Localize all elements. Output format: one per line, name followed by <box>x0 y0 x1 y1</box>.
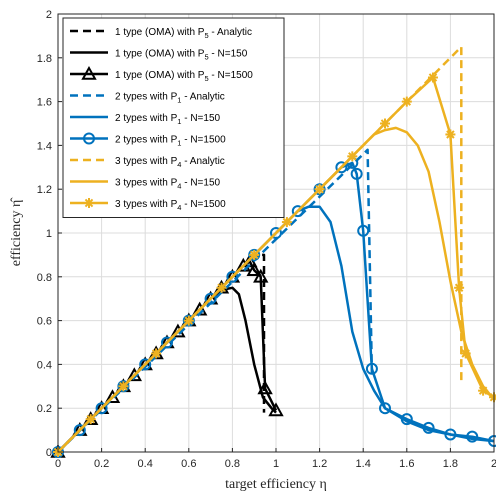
legend-entry: 1 type (OMA) with P5 - N=1500 <box>70 65 253 83</box>
legend-entry: 3 types with P4 - N=150 <box>70 178 221 191</box>
legend-entry: 3 types with P4 - N=1500 <box>70 198 226 212</box>
legend-label: 2 types with P1 - N=1500 <box>115 135 226 148</box>
data-point-marker <box>235 257 251 272</box>
data-point-marker <box>427 72 438 83</box>
legend-label: 2 types with P1 - N=150 <box>115 113 221 126</box>
data-point-marker <box>401 96 412 107</box>
data-point-marker <box>314 184 325 195</box>
data-point-marker <box>139 358 152 371</box>
y-tick-label: 0.4 <box>37 359 52 371</box>
data-point-marker <box>350 167 363 180</box>
legend-label: 2 types with P1 - Analytic <box>115 92 225 105</box>
data-point-marker <box>281 217 292 228</box>
data-point-marker <box>365 362 378 375</box>
y-tick-label: 1.8 <box>37 53 52 65</box>
data-point-marker <box>454 282 465 293</box>
data-point-marker <box>335 161 348 174</box>
data-point-marker <box>460 348 471 359</box>
data-point-marker <box>183 315 194 326</box>
series-4 <box>57 148 374 453</box>
x-tick-label: 1 <box>273 458 279 470</box>
data-point-marker <box>246 262 262 277</box>
legend-marker-sample <box>83 132 95 145</box>
y-axis-label: efficiency η̂ <box>9 197 24 267</box>
data-point-marker <box>204 292 217 305</box>
x-tick-label: 0.2 <box>94 458 109 470</box>
data-point-marker <box>347 151 358 162</box>
data-point-marker <box>445 129 456 140</box>
legend-entry: 1 type (OMA) with P5 - Analytic <box>70 27 252 40</box>
y-tick-label: 0.8 <box>37 272 52 284</box>
series-line <box>57 76 495 453</box>
data-point-marker <box>216 282 227 293</box>
legend-label: 1 type (OMA) with P5 - Analytic <box>115 27 252 40</box>
y-tick-label: 0 <box>46 447 52 459</box>
legend-entry: 1 type (OMA) with P5 - N=150 <box>70 49 248 62</box>
data-point-marker <box>226 270 239 283</box>
y-tick-label: 1 <box>46 228 52 240</box>
x-tick-label: 2 <box>491 458 496 470</box>
legend-label: 1 type (OMA) with P5 - N=1500 <box>115 70 253 83</box>
legend-label: 1 type (OMA) with P5 - N=150 <box>115 49 248 62</box>
legend-label: 3 types with P4 - N=1500 <box>115 199 226 212</box>
data-point-marker <box>400 413 413 426</box>
x-tick-label: 0.8 <box>225 458 240 470</box>
y-tick-labels: 0 0.2 0.4 0.6 0.8 1 1.2 1.4 1.6 1.8 2 <box>37 9 52 459</box>
y-tick-label: 0.2 <box>37 403 52 415</box>
y-tick-label: 2 <box>46 9 52 21</box>
data-point-marker <box>151 348 162 359</box>
x-tick-labels: 0 0.2 0.4 0.6 0.8 1 1.2 1.4 1.6 1.8 2 <box>55 458 496 470</box>
data-point-marker <box>161 336 173 349</box>
y-tick-label: 1.2 <box>37 184 52 196</box>
data-point-marker <box>73 424 86 437</box>
x-tick-label: 0.6 <box>181 458 196 470</box>
data-point-marker <box>270 227 282 239</box>
y-tick-label: 1.6 <box>37 97 52 109</box>
legend-entry: 2 types with P1 - Analytic <box>70 92 225 105</box>
y-tick-label: 0.6 <box>37 316 52 328</box>
x-tick-label: 1.4 <box>356 458 371 470</box>
legend-marker-sample <box>84 198 94 208</box>
legend-label: 3 types with P4 - Analytic <box>115 156 225 169</box>
plot-frame <box>57 13 495 453</box>
data-point-marker <box>379 402 391 415</box>
data-point-marker <box>478 385 489 396</box>
x-tick-label: 0 <box>55 458 61 470</box>
legend-entry: 2 types with P1 - N=1500 <box>70 132 226 148</box>
data-point-marker <box>249 249 260 260</box>
x-tick-label: 0.4 <box>138 458 153 470</box>
data-point-marker <box>444 428 457 441</box>
x-tick-label: 1.8 <box>443 458 458 470</box>
data-point-marker <box>422 421 435 434</box>
data-point-marker <box>257 380 273 395</box>
legend-marker-sample <box>81 65 97 80</box>
data-point-marker <box>95 402 108 415</box>
data-point-marker <box>268 402 284 417</box>
data-point-marker <box>466 430 479 443</box>
data-point-marker <box>85 414 96 425</box>
data-point-marker <box>118 381 129 392</box>
legend-label: 3 types with P4 - N=150 <box>115 178 221 191</box>
series-line <box>57 148 374 453</box>
y-tick-label: 1.4 <box>37 140 52 152</box>
data-point-marker <box>291 205 304 218</box>
legend-entry: 2 types with P1 - N=150 <box>70 113 221 126</box>
x-axis-label: target efficiency η <box>225 477 327 492</box>
x-tick-label: 1.6 <box>399 458 414 470</box>
x-tick-label: 1.2 <box>312 458 327 470</box>
data-point-marker <box>253 268 269 283</box>
legend-entry: 3 types with P4 - Analytic <box>70 156 225 169</box>
legend: 1 type (OMA) with P5 - Analytic 1 type (O… <box>62 17 285 218</box>
data-point-marker <box>380 118 390 129</box>
data-point-marker <box>357 224 370 237</box>
